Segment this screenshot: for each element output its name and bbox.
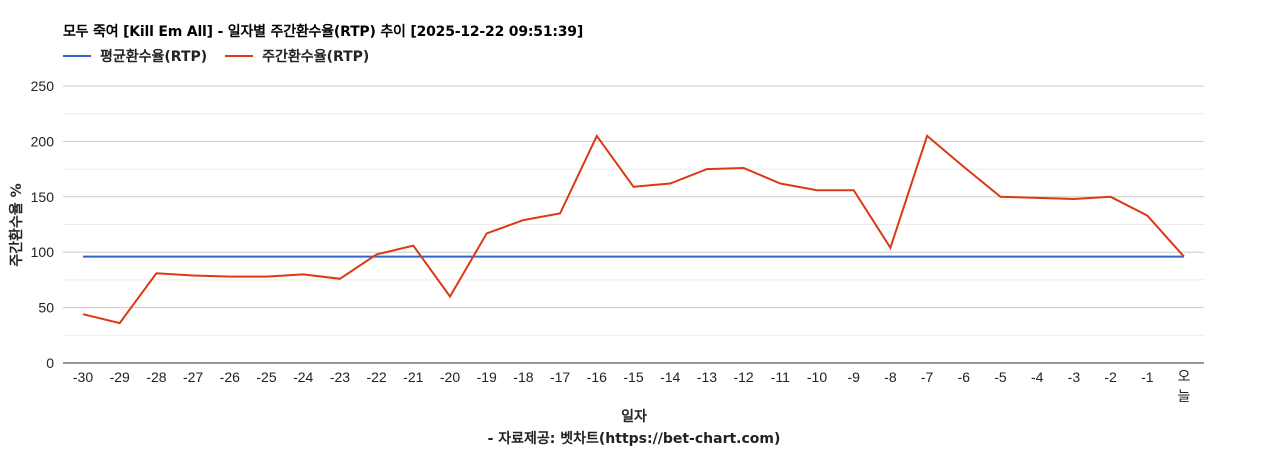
x-tick-label: -16 [587, 369, 607, 385]
x-tick-label: -17 [550, 369, 570, 385]
x-tick-label: -5 [994, 369, 1007, 385]
x-tick-label: -26 [220, 369, 240, 385]
legend-label-weekly-rtp: 주간환수율(RTP) [262, 49, 370, 65]
x-tick-label: -21 [403, 369, 423, 385]
source-credit: - 자료제공: 벳차트(https://bet-chart.com) [487, 431, 781, 447]
y-tick-label: 250 [31, 78, 55, 94]
x-tick-label: -8 [884, 369, 897, 385]
legend-label-average-rtp: 평균환수율(RTP) [100, 49, 208, 65]
x-tick-label: -18 [513, 369, 533, 385]
data-lines [82, 133, 1185, 325]
x-tick-label: 오 [1178, 369, 1191, 385]
gridlines [63, 85, 1204, 364]
x-tick-label: -22 [366, 369, 386, 385]
x-tick-label: -3 [1068, 369, 1081, 385]
x-tick-label: -4 [1031, 369, 1044, 385]
x-tick-label: -24 [293, 369, 313, 385]
x-tick-label: -30 [73, 369, 93, 385]
x-tick-label: -25 [256, 369, 276, 385]
x-tick-label: -19 [477, 369, 497, 385]
chart-title: 모두 죽여 [Kill Em All] - 일자별 주간환수율(RTP) 추이 … [63, 24, 584, 40]
x-axis-title: 일자 [621, 409, 647, 425]
x-axis-ticks: -30 -29 -28 -27 -26 -25 -24 -23 -22 -21 -20 -19 -18 -… [73, 369, 1191, 405]
y-axis-ticks: 0 50 100 150 200 250 [31, 78, 55, 371]
x-tick-label: -29 [110, 369, 130, 385]
y-tick-label: 100 [31, 244, 55, 260]
legend-swatch-blue-icon [63, 55, 91, 57]
y-tick-label: 150 [31, 189, 55, 205]
series-line-weekly-rtp[interactable] [82, 133, 1185, 325]
y-tick-label: 0 [46, 355, 54, 371]
x-tick-label: -7 [921, 369, 934, 385]
x-tick-label: -2 [1104, 369, 1117, 385]
x-axis-title-wrap: 일자 [0, 406, 1268, 426]
x-tick-label: 늘 [1178, 389, 1191, 405]
y-tick-label: 200 [31, 133, 55, 149]
legend: 평균환수율(RTP) 주간환수율(RTP) [63, 46, 387, 66]
legend-swatch-red-icon [225, 55, 254, 57]
x-tick-label: -12 [733, 369, 753, 385]
x-tick-label: -23 [330, 369, 350, 385]
x-tick-label: -1 [1141, 369, 1154, 385]
x-tick-label: -20 [440, 369, 460, 385]
x-tick-label: -28 [146, 369, 166, 385]
x-tick-label: -15 [623, 369, 643, 385]
x-tick-label: -6 [958, 369, 971, 385]
legend-item-average-rtp[interactable]: 평균환수율(RTP) [63, 46, 207, 66]
legend-item-weekly-rtp[interactable]: 주간환수율(RTP) [225, 46, 369, 66]
x-tick-label: -9 [847, 369, 860, 385]
y-tick-label: 50 [38, 300, 54, 316]
x-tick-label: -13 [697, 369, 717, 385]
x-tick-label: -10 [807, 369, 827, 385]
x-tick-label: -14 [660, 369, 680, 385]
x-tick-label: -11 [771, 369, 790, 385]
x-tick-label: -27 [183, 369, 203, 385]
